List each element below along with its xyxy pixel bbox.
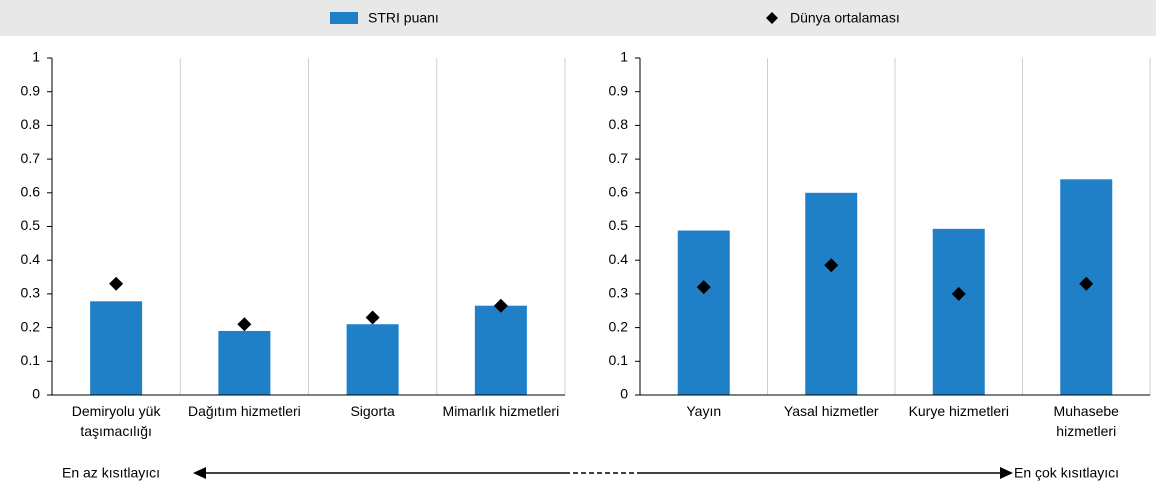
y-tick-label: 1 <box>620 49 628 65</box>
arrow-head <box>1000 467 1013 479</box>
y-tick-label: 0.1 <box>609 352 629 368</box>
legend-swatch <box>766 12 778 24</box>
y-tick-label: 0.2 <box>609 318 629 334</box>
x-tick-label: Yayın <box>686 403 722 419</box>
y-tick-label: 0.3 <box>21 285 41 301</box>
diamond-marker <box>109 276 124 291</box>
legend-swatch <box>330 12 358 24</box>
y-tick-label: 0.4 <box>609 251 629 267</box>
diamond-marker <box>493 298 508 313</box>
y-tick-label: 0.6 <box>609 184 629 200</box>
x-tick-label: Muhasebe hizmetleri <box>1053 403 1119 439</box>
y-tick-label: 0 <box>32 386 40 402</box>
legend-label: STRI puanı <box>368 10 439 26</box>
bar <box>346 324 399 395</box>
diamond-marker <box>696 280 711 295</box>
y-tick-label: 0.9 <box>21 82 41 98</box>
x-tick-label: Yasal hizmetler <box>783 403 879 419</box>
x-tick-label: Mimarlık hizmetleri <box>442 403 560 419</box>
bar <box>677 230 730 395</box>
y-tick-label: 0.7 <box>609 150 629 166</box>
y-tick-label: 0.6 <box>21 184 41 200</box>
x-tick-label: Dağıtım hizmetleri <box>187 403 301 419</box>
y-tick-label: 0.5 <box>609 217 629 233</box>
bar <box>90 301 143 395</box>
y-tick-label: 0.1 <box>21 352 41 368</box>
x-tick-label: Demiryolu yük taşımacılığı <box>71 403 161 439</box>
bar <box>474 305 527 395</box>
y-tick-label: 0.4 <box>21 251 41 267</box>
diamond-marker <box>237 317 252 332</box>
annotation: En az kısıtlayıcı <box>62 465 160 481</box>
x-tick-label: Sigorta <box>350 403 395 419</box>
y-tick-label: 1 <box>32 49 40 65</box>
y-tick-label: 0.8 <box>21 116 41 132</box>
y-tick-label: 0.2 <box>21 318 41 334</box>
legend-label: Dünya ortalaması <box>790 10 900 26</box>
arrow-head <box>193 467 206 479</box>
annotation: En çok kısıtlayıcı <box>1014 465 1119 481</box>
y-tick-label: 0 <box>620 386 628 402</box>
y-tick-label: 0.5 <box>21 217 41 233</box>
diamond-marker <box>824 258 839 273</box>
diamond-marker <box>1079 276 1094 291</box>
bar <box>218 330 271 395</box>
y-tick-label: 0.9 <box>609 82 629 98</box>
x-tick-label: Kurye hizmetleri <box>908 403 1009 419</box>
bar <box>932 228 985 395</box>
y-tick-label: 0.3 <box>609 285 629 301</box>
y-tick-label: 0.7 <box>21 150 41 166</box>
diamond-marker <box>951 286 966 301</box>
bar <box>805 192 858 395</box>
legend-band <box>0 0 1156 36</box>
diamond-marker <box>365 310 380 325</box>
y-tick-label: 0.8 <box>609 116 629 132</box>
